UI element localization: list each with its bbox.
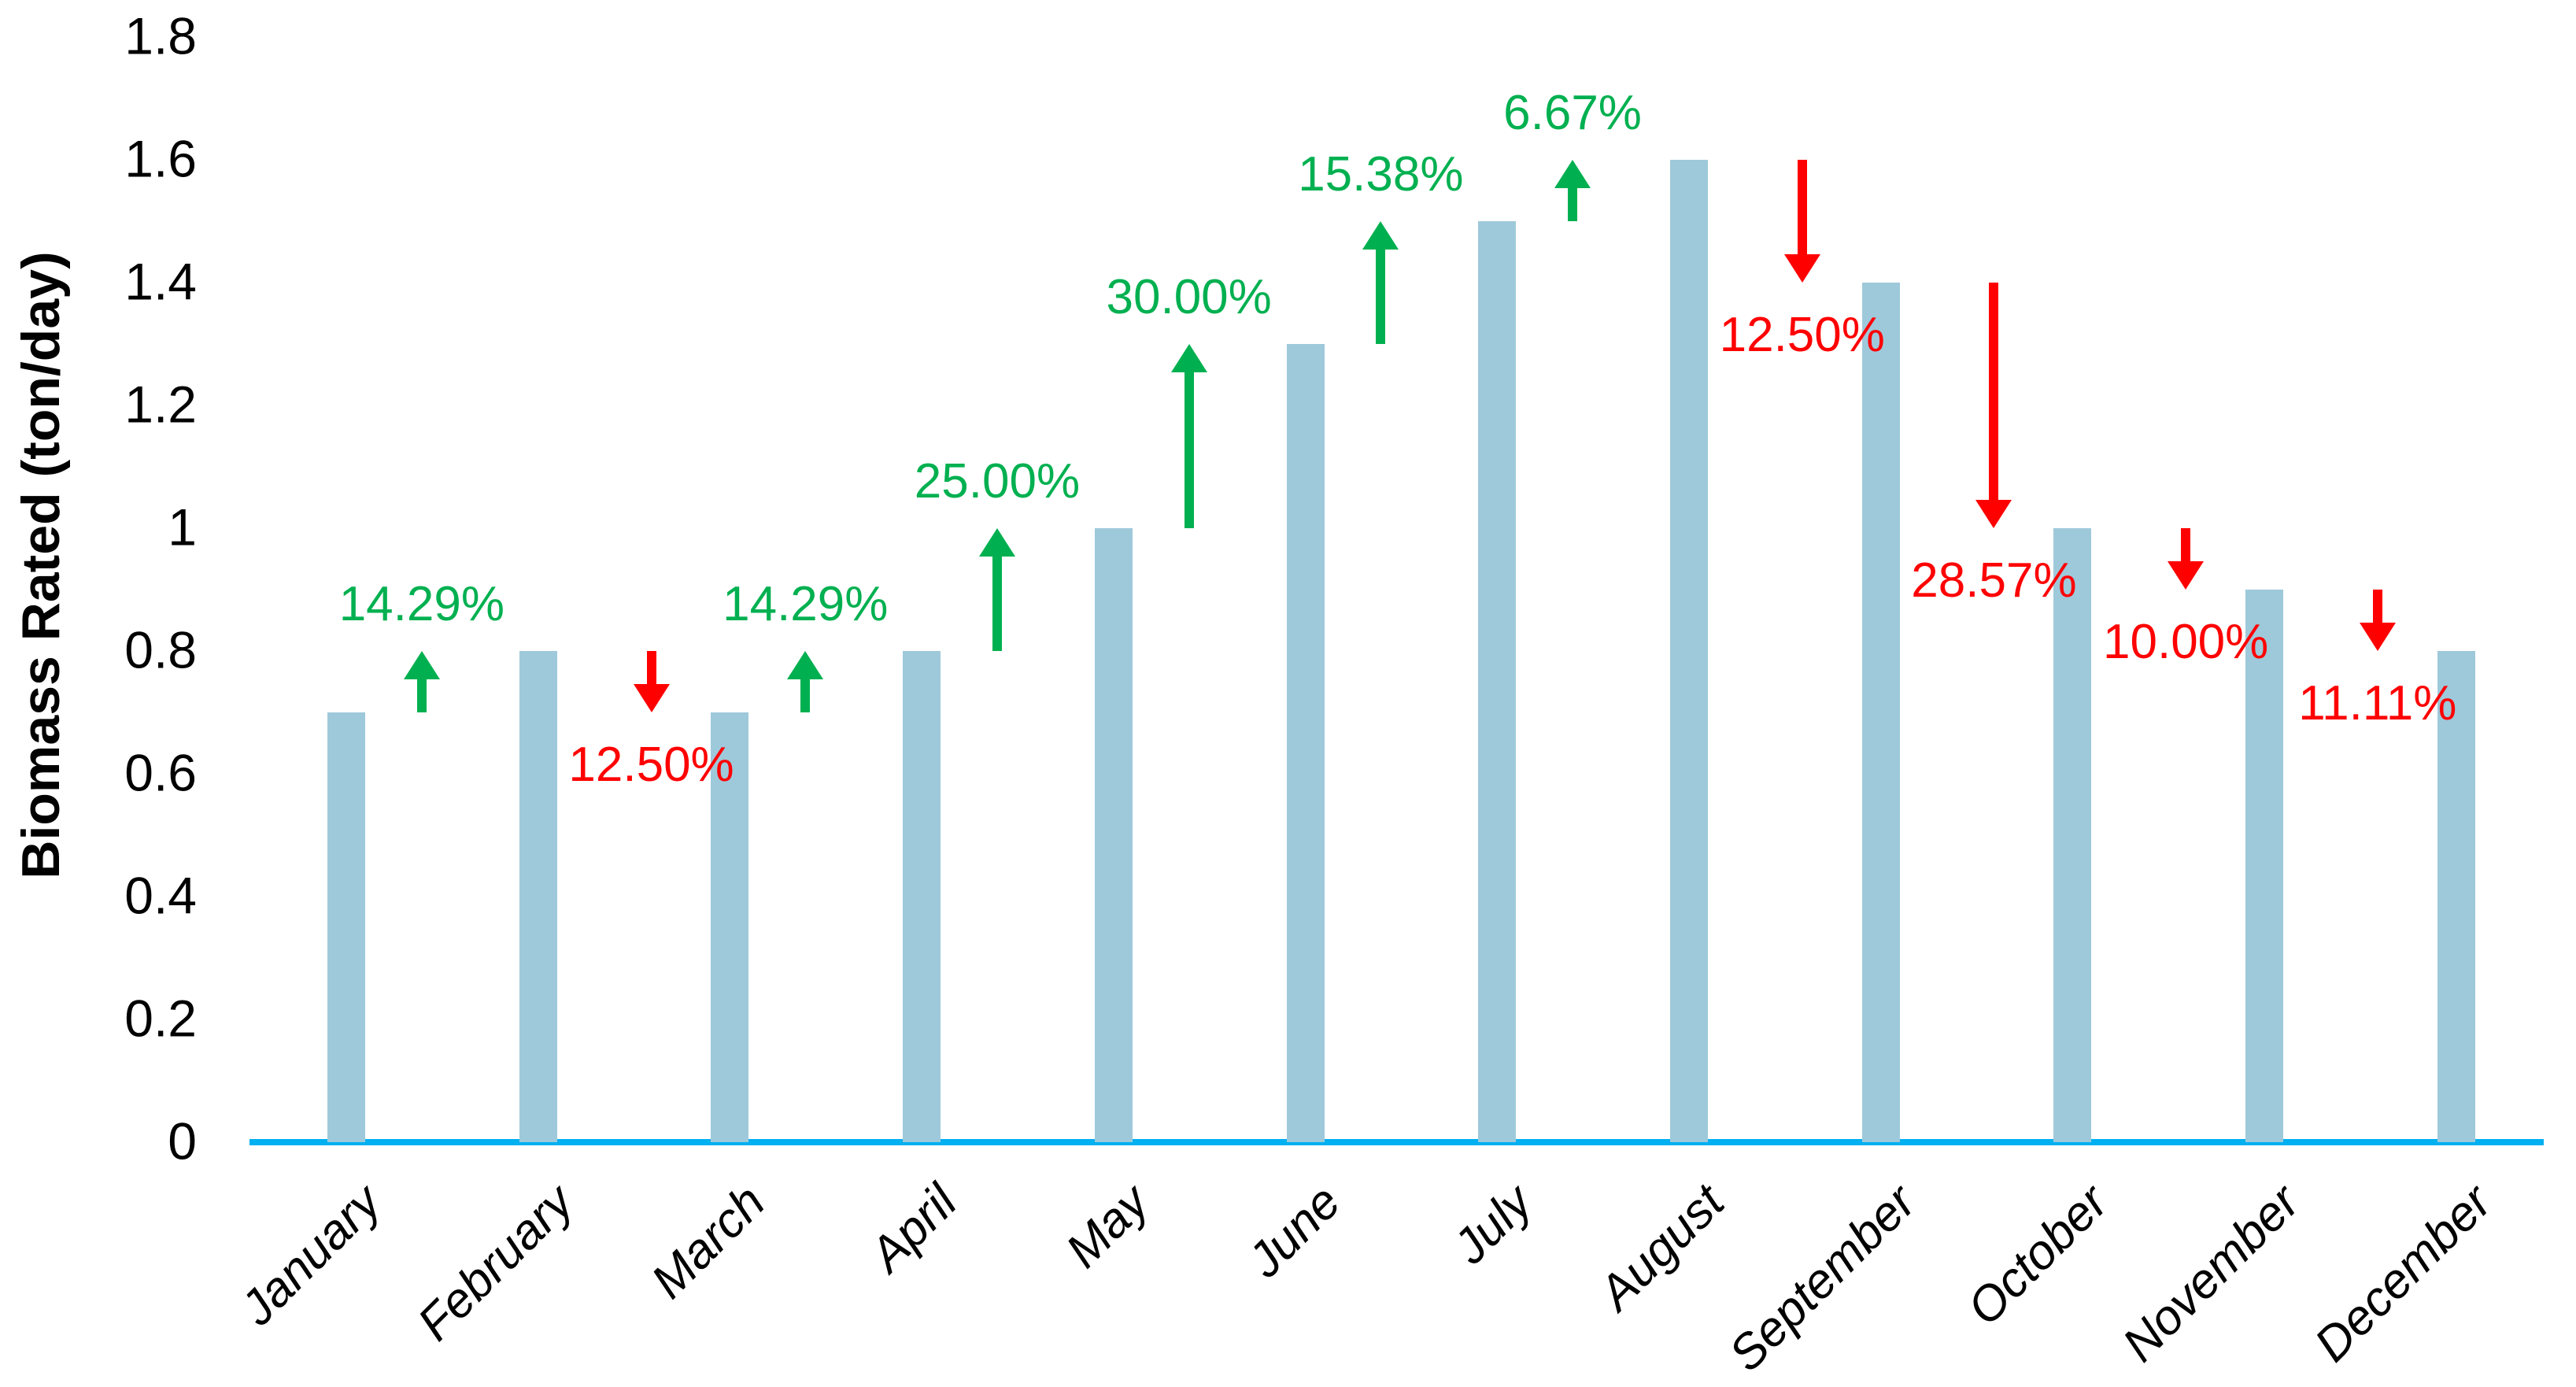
increase-arrow [403, 651, 440, 712]
x-tick-label: December [2304, 1174, 2502, 1373]
x-tick-label: September [1719, 1174, 1927, 1382]
arrow-shaft [800, 678, 811, 712]
decrease-arrow [2359, 590, 2396, 651]
increase-percent-label: 14.29% [723, 577, 889, 631]
arrow-shaft [992, 555, 1002, 651]
bar-june [1286, 344, 1325, 1142]
x-tick-label: January [231, 1174, 392, 1336]
decrease-percent-label: 10.00% [2103, 615, 2269, 669]
decrease-percent-label: 12.50% [1719, 308, 1885, 362]
arrow-shaft [2181, 528, 2191, 563]
arrow-head-up-icon [403, 651, 440, 679]
y-tick-label: 0.6 [124, 743, 197, 802]
arrow-shaft [1184, 371, 1194, 528]
bar-october [2053, 528, 2092, 1142]
y-tick-label: 0.2 [124, 989, 197, 1048]
x-tick-label: October [1957, 1174, 2119, 1336]
y-tick-label: 0.8 [124, 620, 197, 679]
bar-april [903, 651, 941, 1142]
increase-percent-label: 15.38% [1298, 147, 1464, 202]
decrease-percent-label: 11.11% [2298, 676, 2457, 730]
x-tick-label: February [407, 1174, 584, 1352]
y-tick-label: 1.6 [124, 129, 197, 188]
y-tick-label: 1.4 [124, 252, 197, 311]
increase-arrow [1554, 160, 1591, 221]
x-tick-label: November [2112, 1174, 2310, 1373]
increase-percent-label: 6.67% [1503, 86, 1642, 140]
bar-july [1478, 221, 1517, 1142]
arrow-head-up-icon [787, 651, 824, 679]
arrow-shaft [1568, 187, 1578, 221]
arrow-shaft [416, 678, 427, 712]
y-tick-label: 0 [168, 1111, 197, 1171]
decrease-arrow [2168, 528, 2205, 590]
bar-february [519, 651, 557, 1142]
x-tick-label: May [1055, 1174, 1159, 1278]
arrow-head-down-icon [2168, 561, 2205, 590]
x-tick-label: March [641, 1174, 776, 1309]
decrease-arrow [1783, 160, 1820, 283]
arrow-shaft [646, 651, 656, 686]
arrow-head-up-icon [1170, 344, 1207, 372]
bar-december [2437, 651, 2475, 1142]
increase-percent-label: 25.00% [914, 454, 1081, 509]
bar-november [2245, 590, 2283, 1142]
decrease-percent-label: 28.57% [1911, 553, 2077, 608]
bar-may [1094, 528, 1133, 1142]
arrow-shaft [1989, 283, 1999, 501]
bar-march [711, 712, 749, 1142]
increase-arrow [1170, 344, 1207, 528]
x-tick-label: June [1237, 1174, 1351, 1289]
x-tick-label: August [1588, 1174, 1735, 1321]
x-axis-line [249, 1139, 2544, 1145]
arrow-shaft [1376, 248, 1386, 344]
bar-january [327, 712, 365, 1142]
y-tick-label: 0.4 [124, 866, 197, 925]
decrease-arrow [633, 651, 670, 712]
increase-arrow [787, 651, 824, 712]
x-tick-label: July [1443, 1174, 1543, 1274]
arrow-shaft [2372, 590, 2382, 624]
increase-arrow [1362, 221, 1399, 344]
arrow-head-up-icon [1362, 221, 1399, 250]
arrow-head-down-icon [1783, 254, 1820, 283]
y-tick-label: 1 [168, 497, 197, 557]
increase-percent-label: 14.29% [338, 577, 504, 631]
arrow-shaft [1797, 160, 1807, 256]
increase-percent-label: 30.00% [1106, 270, 1272, 324]
arrow-head-up-icon [1554, 160, 1591, 188]
arrow-head-down-icon [2359, 623, 2396, 651]
bar-august [1669, 160, 1708, 1142]
y-tick-label: 1.8 [124, 6, 197, 65]
arrow-head-up-icon [978, 528, 1015, 557]
arrow-head-down-icon [1975, 500, 2012, 528]
increase-arrow [978, 528, 1015, 651]
arrow-head-down-icon [633, 684, 670, 712]
y-tick-label: 1.2 [124, 375, 197, 434]
x-tick-label: April [859, 1174, 968, 1282]
bar-september [1861, 283, 1900, 1142]
decrease-arrow [1975, 283, 2012, 528]
decrease-percent-label: 12.50% [568, 738, 734, 792]
